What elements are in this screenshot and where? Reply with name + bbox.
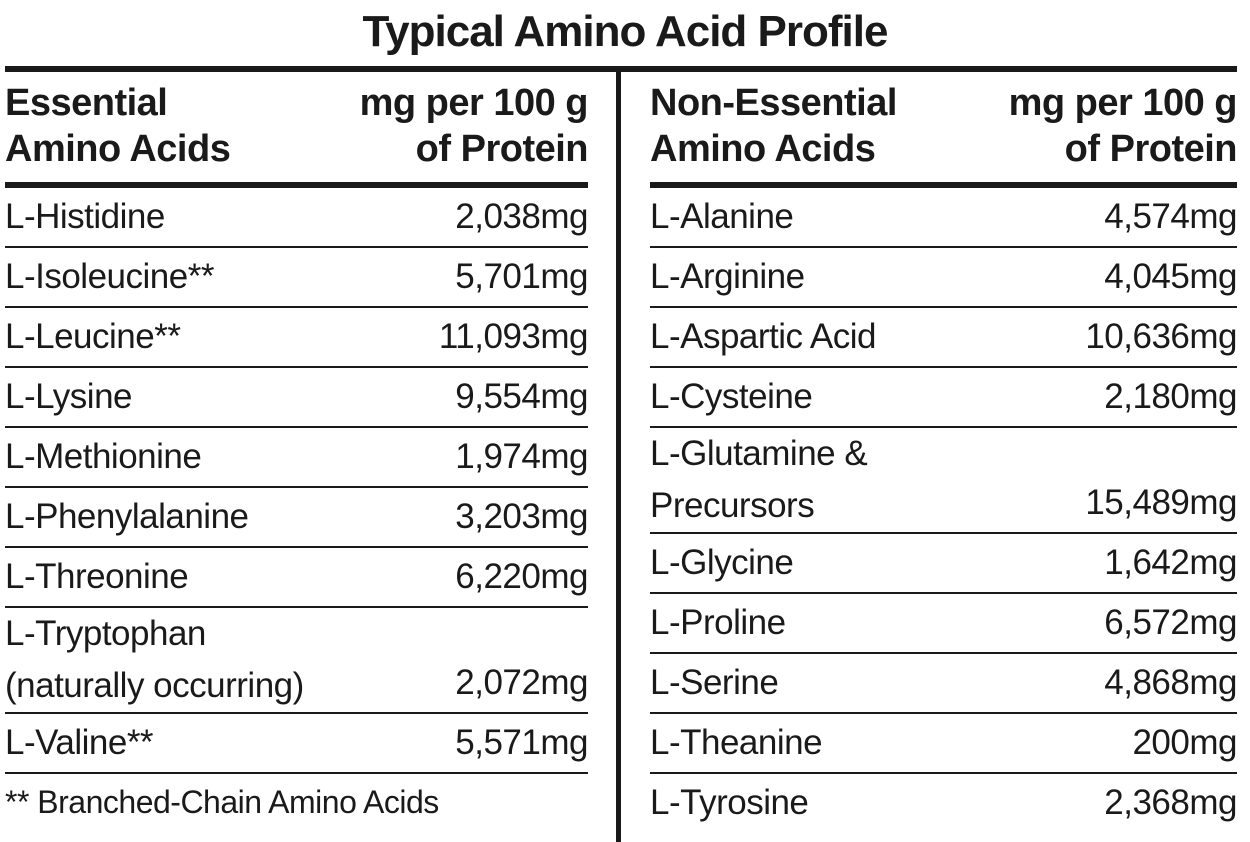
name-line: L-Threonine [5,557,189,596]
header-row: Non-Essential Amino Acids mg per 100 g of P… [650,80,1238,188]
table-row: L-Arginine 4,045mg [650,248,1237,308]
table-row: L-Histidine 2,038mg [5,188,588,248]
amino-acid-name: L-Theanine [650,714,823,772]
header-amount: mg per 100 g of Protein [359,80,589,182]
table-row: L-Isoleucine** 5,701mg [5,248,588,308]
amount: 5,701mg [455,257,588,296]
table-row: L-Methionine 1,974mg [5,428,588,488]
table-row: L-Tyrosine 2,368mg [650,774,1237,832]
name-line: L-Serine [650,663,779,702]
table-row: L-Phenylalanine 3,203mg [5,488,588,548]
amount: 2,180mg [1104,377,1237,416]
name-line: L-Isoleucine** [5,257,214,296]
table-row: L-Leucine** 11,093mg [5,308,589,368]
amount: 6,220mg [455,557,588,596]
header-line: Amino Acids [5,128,231,170]
amount: 6,572mg [1104,603,1237,642]
amount: 200mg [1132,723,1237,762]
divider [616,66,621,842]
amount: 4,868mg [1104,663,1237,702]
name-line: L-Valine** [5,723,154,762]
amino-acid-name: L-Methionine [5,428,202,486]
amino-acid-name: L-Leucine** [5,308,181,366]
amino-acid-name: L-Histidine [5,188,165,246]
table-row: L-Glutamine & Precursors 15,489mg [650,428,1237,534]
name-line: L-Proline [650,603,786,642]
table-row: L-Lysine 9,554mg [5,368,588,428]
amount: 4,045mg [1104,257,1237,296]
essential-table: Essential Amino Acids mg per 100 g of Prote… [5,80,589,830]
amount: 15,489mg [1085,483,1237,522]
table-row: L-Aspartic Acid 10,636mg [650,308,1237,368]
amount: 11,093mg [438,317,589,356]
table-row: L-Threonine 6,220mg [5,548,588,608]
table-row: L-Alanine 4,574mg [650,188,1237,248]
footnote: ** Branched-Chain Amino Acids [5,784,439,820]
name-line: L-Glycine [650,543,794,582]
amount: 1,974mg [455,437,588,476]
table-row: L-Tryptophan (naturally occurring) 2,072mg [5,608,588,714]
amount: 2,368mg [1104,783,1237,822]
amount: 5,571mg [455,723,588,762]
table-row: L-Proline 6,572mg [650,594,1237,654]
header-line: Non-Essential [650,82,897,124]
amino-acid-name: L-Isoleucine** [5,248,214,306]
name-line: L-Leucine** [5,317,181,356]
amount: 1,642mg [1104,543,1237,582]
amino-acid-name: L-Cysteine [650,368,813,426]
amino-acid-name: L-Arginine [650,248,805,306]
name-line: L-Lysine [5,377,133,416]
table-row: L-Valine** 5,571mg [5,714,588,774]
header-name: Essential Amino Acids [5,80,231,182]
amino-acid-name: L-Glutamine & Precursors [650,428,868,532]
name-line: L-Tyrosine [650,783,809,822]
name-line: L-Methionine [5,437,202,476]
title: Typical Amino Acid Profile [362,7,889,56]
amino-acid-name: L-Serine [650,654,779,712]
name-line: L-Theanine [650,723,823,762]
name-line: L-Alanine [650,197,794,236]
amount: 3,203mg [455,497,588,536]
header-name: Non-Essential Amino Acids [650,80,897,182]
name-line: L-Cysteine [650,377,813,416]
name-line: L-Aspartic Acid [650,317,876,356]
header-amount: mg per 100 g of Protein [1008,80,1238,182]
amount: 10,636mg [1085,317,1237,356]
table-row: L-Theanine 200mg [650,714,1237,774]
header-line: mg per 100 g [359,82,589,124]
non-essential-table: Non-Essential Amino Acids mg per 100 g of P… [650,80,1238,832]
table-row: L-Glycine 1,642mg [650,534,1237,594]
header-line: Essential [5,82,168,124]
amino-acid-name: L-Glycine [650,534,794,592]
amount: 2,072mg [455,663,588,702]
amino-acid-name: L-Tryptophan (naturally occurring) [5,608,304,712]
header-line: mg per 100 g [1008,82,1238,124]
rule [5,66,1237,72]
name-line: (naturally occurring) [5,666,304,705]
amino-acid-name: L-Valine** [5,714,154,772]
amino-acid-name: L-Threonine [5,548,189,606]
header-row: Essential Amino Acids mg per 100 g of Prote… [5,80,589,188]
amino-acid-name: L-Lysine [5,368,133,426]
amount: 2,038mg [455,197,588,236]
amino-acid-name: L-Tyrosine [650,774,809,832]
name-line: L-Arginine [650,257,805,296]
header-line: of Protein [415,128,589,170]
amino-acid-name: L-Phenylalanine [5,488,249,546]
amount: 9,554mg [455,377,588,416]
header-line: Amino Acids [650,128,876,170]
name-line: L-Glutamine & [650,434,868,473]
name-line: L-Histidine [5,197,165,236]
name-line: L-Phenylalanine [5,497,249,536]
amino-acid-name: L-Alanine [650,188,794,246]
name-line: Precursors [650,486,815,525]
table-row: L-Serine 4,868mg [650,654,1237,714]
amino-acid-name: L-Proline [650,594,786,652]
amount: 4,574mg [1104,197,1237,236]
header-line: of Protein [1064,128,1238,170]
amino-acid-name: L-Aspartic Acid [650,308,876,366]
table-row: L-Cysteine 2,180mg [650,368,1237,428]
name-line: L-Tryptophan [5,614,206,653]
